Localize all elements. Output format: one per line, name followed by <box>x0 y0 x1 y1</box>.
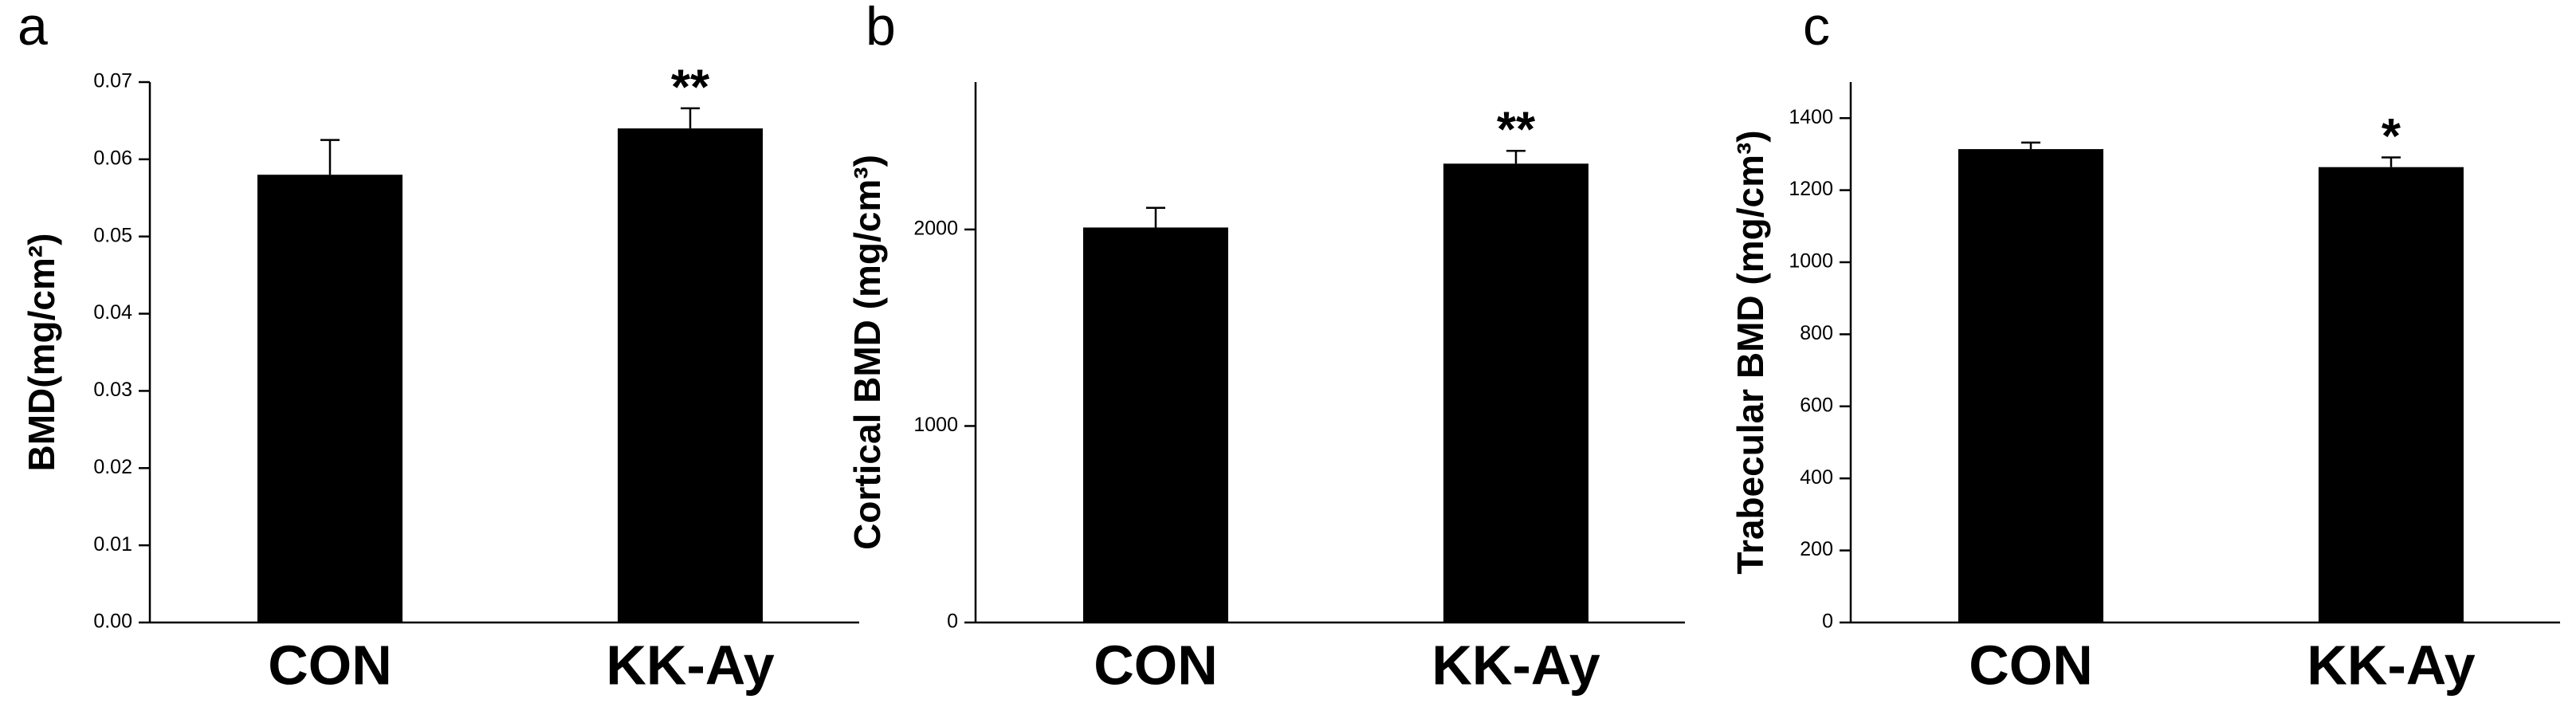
panel-label: c <box>1803 0 1830 57</box>
y-tick-label: 0.01 <box>93 533 132 556</box>
bar <box>1083 227 1228 622</box>
x-tick-label: KK-Ay <box>606 634 774 696</box>
y-tick-label: 0 <box>947 611 958 633</box>
significance-marker: ** <box>1497 103 1536 158</box>
y-tick-label: 1000 <box>1789 250 1833 273</box>
y-tick-label: 1400 <box>1789 106 1833 128</box>
y-tick-label: 400 <box>1800 466 1833 489</box>
panel-label: b <box>866 0 896 57</box>
x-tick-label: CON <box>268 634 392 696</box>
y-tick-label: 800 <box>1800 322 1833 344</box>
x-tick-label: CON <box>1094 634 1218 696</box>
y-tick-label: 1200 <box>1789 178 1833 200</box>
error-bar <box>1506 150 1526 164</box>
error-bar <box>1146 206 1165 228</box>
bar <box>257 175 402 622</box>
y-tick-label: 0.07 <box>93 70 132 92</box>
y-axis-title: BMD(mg/cm²) <box>21 234 62 472</box>
bar <box>1958 149 2103 622</box>
y-tick-label: 0.02 <box>93 456 132 478</box>
y-tick-label: 2000 <box>913 218 958 240</box>
error-bar <box>681 107 700 129</box>
y-axis-title: Trabecular BMD (mg/cm³) <box>1730 130 1771 574</box>
y-tick-label: 0.03 <box>93 379 132 401</box>
y-tick-label: 0 <box>1822 611 1833 633</box>
x-tick-label: KK-Ay <box>1431 634 1600 696</box>
y-tick-label: 0.04 <box>93 301 132 324</box>
bar <box>2319 167 2464 622</box>
y-tick-label: 0.05 <box>93 224 132 246</box>
y-tick-label: 600 <box>1800 394 1833 416</box>
y-tick-label: 1000 <box>913 414 958 436</box>
x-tick-label: KK-Ay <box>2307 634 2475 696</box>
x-tick-label: CON <box>1969 634 2093 696</box>
significance-marker: * <box>2382 109 2401 164</box>
panel-label: a <box>18 0 48 57</box>
bar <box>618 128 763 623</box>
error-bar <box>320 139 340 175</box>
significance-marker: ** <box>671 60 710 115</box>
y-axis-title: Cortical BMD (mg/cm³) <box>846 155 888 550</box>
y-tick-label: 0.00 <box>93 611 132 633</box>
y-tick-label: 0.06 <box>93 147 132 169</box>
bar <box>1443 163 1588 623</box>
y-tick-label: 200 <box>1800 538 1833 560</box>
error-bar <box>2021 141 2040 150</box>
error-bar <box>2382 156 2401 167</box>
